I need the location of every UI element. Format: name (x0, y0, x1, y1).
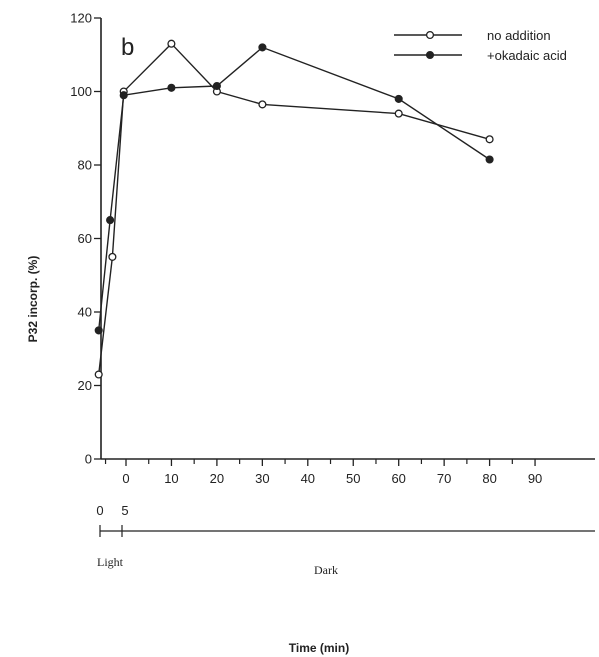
panel-label: b (121, 34, 134, 61)
legend-label-no-addition: no addition (487, 28, 551, 43)
x-tick-label: 40 (301, 471, 315, 486)
chart-area: 0 20 40 60 80 100 120 0 10 20 30 40 50 60 70 80 90 (70, 11, 595, 486)
series-point-0 (258, 100, 267, 109)
y-ticks: 0 20 40 60 80 100 120 (70, 11, 101, 467)
y-tick-label: 100 (70, 84, 92, 99)
x-axis-title: Time (min) (289, 641, 349, 655)
series-line-0 (98, 42, 490, 375)
x-tick-label: 80 (482, 471, 496, 486)
series-point-1 (167, 83, 176, 92)
series-point-0 (485, 135, 494, 144)
x-tick-label: 70 (437, 471, 451, 486)
y-tick-label: 0 (85, 452, 92, 467)
legend-label-okadaic-acid: +okadaic acid (487, 48, 567, 63)
series-point-0 (394, 109, 403, 118)
series-point-1 (94, 326, 103, 335)
legend: no addition +okadaic acid (394, 28, 567, 63)
legend-marker-okadaic-acid (425, 50, 435, 60)
series-point-0 (167, 39, 176, 48)
x-tick-label: 60 (391, 471, 405, 486)
y-tick-label: 40 (78, 305, 92, 320)
series-point-1 (394, 94, 403, 103)
series-layer (94, 39, 494, 379)
phase-tick-label-0: 0 (96, 503, 103, 518)
y-tick-label: 20 (78, 378, 92, 393)
series-point-1 (212, 81, 221, 91)
phase-label-dark: Dark (314, 563, 338, 577)
legend-marker-no-addition (425, 30, 435, 40)
x-tick-label: 20 (210, 471, 224, 486)
series-point-1 (485, 155, 494, 164)
series-point-0 (108, 252, 117, 261)
phase-label-light: Light (97, 555, 124, 569)
series-point-1 (258, 43, 267, 52)
series-point-0 (94, 370, 103, 379)
x-tick-label: 10 (164, 471, 178, 486)
phase-tick-label-5: 5 (121, 503, 128, 518)
x-tick-label: 30 (255, 471, 269, 486)
y-axis-title: P32 incorp. (%) (26, 256, 40, 343)
x-tick-label: 0 (122, 471, 129, 486)
y-tick-label: 60 (78, 231, 92, 246)
series-line-1 (98, 46, 490, 331)
series-point-1 (106, 216, 115, 225)
y-tick-label: 120 (70, 11, 92, 26)
y-tick-label: 80 (78, 158, 92, 173)
series-point-1 (119, 91, 128, 100)
x-tick-label: 90 (528, 471, 542, 486)
x-tick-label: 50 (346, 471, 360, 486)
x-ticks: 0 10 20 30 40 50 60 70 80 90 (104, 459, 542, 486)
phase-axis: 0 5 Light Dark (96, 503, 595, 577)
